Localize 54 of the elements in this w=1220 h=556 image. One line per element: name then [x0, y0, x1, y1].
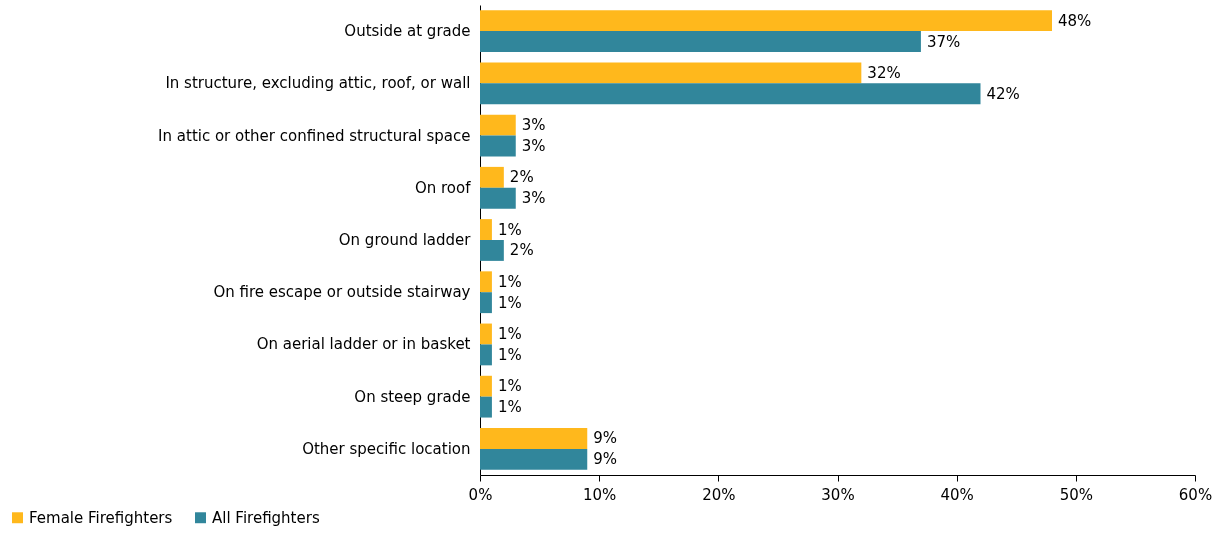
data-label: 9%	[593, 429, 618, 448]
bar	[480, 428, 588, 449]
data-label: 1%	[497, 398, 522, 417]
bar	[480, 375, 492, 397]
y-tick-label: Outside at grade	[344, 22, 471, 41]
bar	[480, 62, 862, 84]
bar	[480, 448, 588, 470]
y-tick-label: On ground ladder	[338, 231, 472, 249]
x-tick-label: 20%	[702, 485, 736, 504]
x-tick-label: 60%	[1178, 485, 1213, 504]
data-label: 1%	[497, 293, 522, 312]
bar	[480, 396, 492, 418]
bar	[480, 344, 492, 366]
y-tick-label: In structure, excluding attic, roof, or wall	[165, 74, 471, 93]
y-tick-label: On roof	[414, 178, 472, 197]
data-label: 1%	[497, 377, 522, 396]
y-tick-label: Other specific location	[302, 439, 471, 458]
x-tick-label: 40%	[940, 485, 974, 504]
bar	[480, 166, 504, 188]
bar	[480, 31, 921, 52]
data-label: 3%	[521, 137, 546, 155]
bar	[480, 240, 504, 261]
x-tick-label: 10%	[582, 485, 617, 504]
y-tick-label: On steep grade	[354, 387, 471, 406]
y-tick-label: On aerial ladder or in basket	[256, 335, 471, 354]
data-label: 3%	[521, 116, 546, 135]
data-label: 1%	[497, 325, 522, 343]
bar	[480, 292, 492, 314]
data-label: 1%	[497, 345, 522, 364]
bar	[480, 323, 492, 345]
x-tick-label: 0%	[468, 485, 493, 504]
legend-label: All Firefighters	[212, 508, 320, 527]
bar	[480, 271, 492, 293]
bar	[480, 114, 516, 136]
bar	[480, 83, 981, 105]
data-label: 48%	[1058, 11, 1092, 30]
x-tick-label: 30%	[821, 485, 855, 504]
y-tick-label: In attic or other confined structural space	[158, 126, 471, 145]
y-tick-label: On fire escape or outside stairway	[213, 283, 471, 302]
data-label: 2%	[509, 241, 534, 260]
data-label: 3%	[521, 189, 546, 208]
x-tick-label: 50%	[1059, 485, 1094, 504]
data-label: 37%	[926, 32, 961, 51]
bar	[480, 219, 492, 240]
bar	[480, 10, 1052, 32]
data-label: 9%	[593, 450, 618, 469]
data-label: 2%	[509, 168, 534, 187]
data-label: 32%	[867, 63, 901, 82]
bar	[480, 187, 516, 209]
data-label: 42%	[986, 84, 1020, 103]
data-label: 1%	[497, 220, 522, 239]
bar	[480, 135, 516, 157]
legend-label: Female Firefighters	[29, 508, 173, 527]
data-label: 1%	[497, 272, 522, 291]
